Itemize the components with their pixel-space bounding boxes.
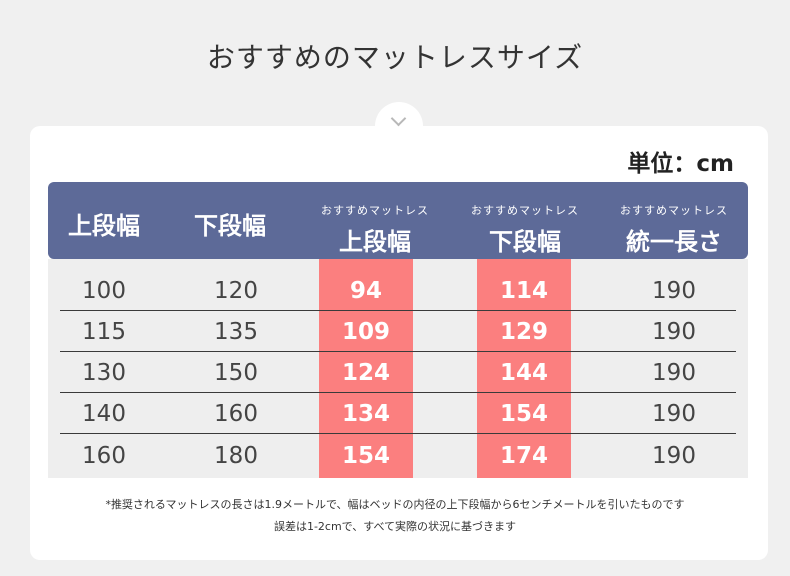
row-divider [60, 433, 736, 434]
cell-rec-lower: 129 [499, 319, 548, 345]
page-title: おすすめのマットレスサイズ [206, 41, 584, 74]
cell-length: 190 [652, 278, 696, 304]
cell-upper: 140 [82, 401, 126, 427]
cell-lower: 180 [214, 443, 258, 469]
cell-rec-lower: 144 [499, 360, 548, 386]
cell-rec-lower: 174 [499, 443, 548, 469]
cell-rec-lower: 114 [499, 278, 548, 304]
header-lower-width-label: 下段幅 [194, 212, 266, 240]
cell-lower: 150 [214, 360, 258, 386]
footnote-line-2: 誤差は1-2cmで、すべて実際の状況に基づきます [273, 520, 517, 533]
cell-length: 190 [652, 443, 696, 469]
cell-lower: 135 [214, 319, 258, 345]
row-divider [60, 351, 736, 352]
cell-upper: 115 [82, 319, 126, 345]
cell-rec-upper: 109 [341, 319, 390, 345]
table-row: 130 150 124 144 190 [48, 352, 748, 393]
header-upper-width-label: 上段幅 [68, 212, 140, 240]
scroll-down-notch[interactable] [375, 102, 423, 150]
cell-upper: 160 [82, 443, 126, 469]
cell-lower: 160 [214, 401, 258, 427]
header-length-label: 統一長さ [626, 228, 722, 256]
table-header: 上段幅 下段幅 おすすめマットレス 上段幅 おすすめマットレス 下段幅 おすすめ… [48, 182, 748, 259]
cell-rec-upper: 94 [349, 278, 382, 304]
header-rec-lower-small: おすすめマットレス [471, 204, 579, 217]
header-upper-width: 上段幅 [48, 182, 160, 259]
row-divider [60, 310, 736, 311]
row-divider [60, 392, 736, 393]
unit-label: 単位：cm [627, 151, 734, 177]
cell-rec-upper: 154 [341, 443, 390, 469]
table-row: 115 135 109 129 190 [48, 311, 748, 352]
header-rec-lower: おすすめマットレス 下段幅 [450, 182, 600, 259]
table-row: 160 180 154 174 190 [48, 435, 748, 476]
cell-upper: 100 [82, 278, 126, 304]
header-length-small: おすすめマットレス [620, 204, 728, 217]
header-rec-upper: おすすめマットレス 上段幅 [300, 182, 450, 259]
header-rec-upper-label: 上段幅 [339, 228, 411, 256]
cell-lower: 120 [214, 278, 258, 304]
cell-rec-upper: 134 [341, 401, 390, 427]
table-row: 100 120 94 114 190 [48, 270, 748, 311]
highlight-column-upper [319, 259, 413, 478]
highlight-column-lower [477, 259, 571, 478]
footnote-line-1: *推奨されるマットレスの長さは1.9メートルで、幅はベッドの内径の上下段幅から6… [105, 498, 685, 511]
cell-length: 190 [652, 319, 696, 345]
table-row: 140 160 134 154 190 [48, 393, 748, 434]
cell-rec-upper: 124 [341, 360, 390, 386]
header-lower-width: 下段幅 [160, 182, 300, 259]
cell-length: 190 [652, 360, 696, 386]
header-rec-upper-small: おすすめマットレス [321, 204, 429, 217]
cell-length: 190 [652, 401, 696, 427]
cell-upper: 130 [82, 360, 126, 386]
header-rec-lower-label: 下段幅 [489, 228, 561, 256]
cell-rec-lower: 154 [499, 401, 548, 427]
header-length: おすすめマットレス 統一長さ [600, 182, 748, 259]
